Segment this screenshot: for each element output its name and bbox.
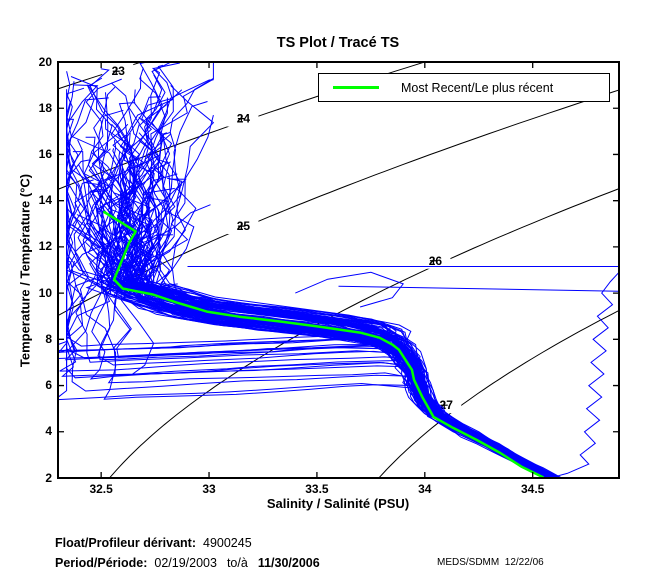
y-tick-label: 16: [38, 146, 52, 161]
period-label: Period/Période:: [55, 556, 148, 570]
float-id-line: Float/Profileur dérivant: 4900245: [55, 536, 252, 550]
y-tick-label: 14: [38, 193, 52, 208]
y-tick-label: 6: [45, 378, 52, 393]
profile-lines: [58, 62, 619, 478]
svg-text:26: 26: [429, 254, 443, 268]
period-start-date: 02/19/2003: [154, 556, 217, 570]
y-axis-label: Temperature / Température (°C): [17, 173, 33, 368]
plot-title: TS Plot / Tracé TS: [276, 35, 400, 51]
y-tick-label: 4: [45, 424, 52, 439]
most-recent-profile: [102, 210, 545, 478]
y-tick-label: 20: [38, 54, 52, 69]
period-end-date: 11/30/2006: [257, 556, 320, 570]
x-tick-label: 33.5: [305, 482, 329, 496]
y-tick-label: 2: [45, 470, 52, 485]
float-value: 4900245: [203, 536, 252, 550]
x-tick-label: 34: [418, 482, 432, 496]
x-tick-label: 32.5: [89, 482, 113, 496]
period-separator: to/à: [226, 556, 248, 570]
period-line: Period/Période: 02/19/2003 to/à 11/30/2006: [55, 556, 320, 570]
svg-text:25: 25: [237, 219, 251, 233]
isopycnal-labels: 23 24 25 26 27: [102, 61, 462, 414]
y-tick-label: 8: [45, 331, 52, 346]
x-axis-label: Salinity / Salinité (PSU): [266, 496, 410, 511]
legend-line-sample: [333, 86, 379, 89]
svg-text:23: 23: [112, 64, 126, 78]
x-tick-label: 34.5: [521, 482, 545, 496]
float-label: Float/Profileur dérivant:: [55, 536, 196, 550]
x-tick-label: 33: [202, 482, 216, 496]
legend-label: Most Recent/Le plus récent: [401, 80, 554, 95]
y-tick-label: 12: [38, 239, 52, 254]
y-tick-label: 10: [38, 285, 52, 300]
svg-text:24: 24: [237, 112, 251, 126]
credit-text: MEDS/SDMM 12/22/06: [437, 557, 544, 568]
axes-frame: [57, 61, 620, 479]
y-tick-label: 18: [38, 100, 52, 115]
legend: Most Recent/Le plus récent: [318, 73, 610, 102]
svg-text:27: 27: [440, 398, 454, 412]
